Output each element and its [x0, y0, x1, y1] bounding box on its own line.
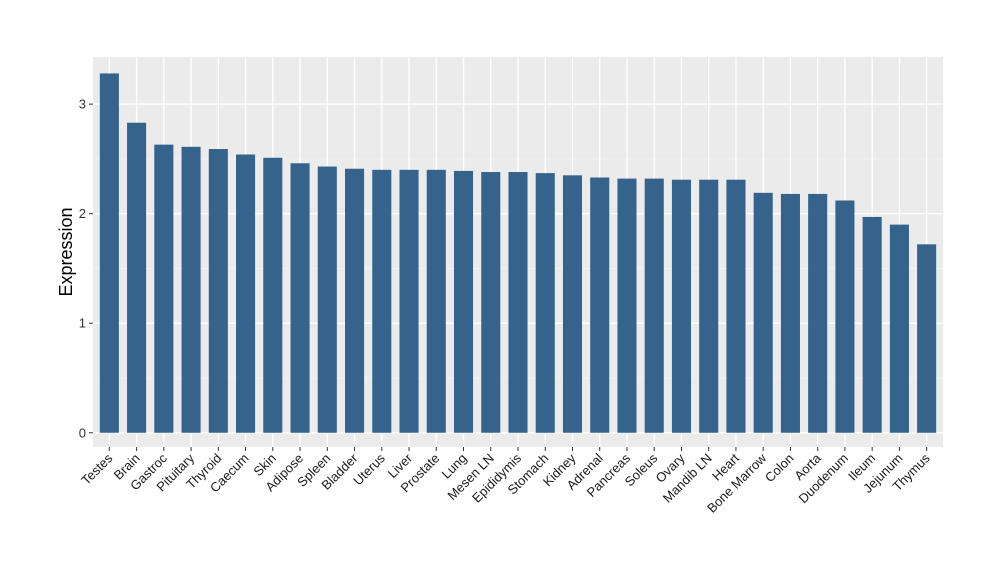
- bar-gastroc: [154, 144, 174, 433]
- bar-prostate: [426, 169, 446, 433]
- bar-spleen: [317, 166, 337, 433]
- bar-duodenum: [835, 200, 855, 433]
- y-axis-title: Expression: [56, 207, 76, 296]
- y-tick-label: 2: [79, 206, 86, 221]
- x-tick-label: Uterus: [350, 450, 388, 488]
- bar-epididymis: [508, 172, 528, 433]
- bar-mesen-ln: [481, 172, 501, 433]
- bar-skin: [263, 157, 283, 433]
- bar-heart: [726, 179, 746, 433]
- bar-ileum: [862, 216, 882, 433]
- y-tick-label: 3: [79, 97, 86, 112]
- bar-brain: [127, 122, 147, 433]
- y-axis: 0 1 2 3: [79, 97, 93, 440]
- x-tick-label: Testes: [78, 450, 116, 488]
- y-tick-label: 1: [79, 316, 86, 331]
- bar-lung: [453, 170, 474, 433]
- bar-adrenal: [590, 177, 610, 433]
- bar-colon: [780, 193, 800, 433]
- bar-ovary: [671, 179, 691, 433]
- bar-jejunum: [889, 224, 909, 433]
- bar-mandib-ln: [699, 179, 719, 433]
- bar-pituitary: [181, 146, 201, 433]
- bar-caecum: [236, 154, 256, 433]
- x-tick-label: Colon: [762, 451, 797, 486]
- bar-uterus: [372, 169, 392, 433]
- bar-pancreas: [617, 178, 637, 433]
- bar-bladder: [345, 168, 365, 433]
- bar-bone-marrow: [753, 192, 773, 433]
- bar-soleus: [644, 178, 664, 433]
- bar-aorta: [808, 193, 828, 433]
- bars: [99, 73, 937, 433]
- bar-testes: [99, 73, 119, 433]
- bar-liver: [399, 169, 419, 433]
- bar-adipose: [290, 163, 310, 433]
- bar-kidney: [562, 175, 583, 433]
- bar-thyroid: [208, 149, 228, 433]
- x-axis: TestesBrainGastrocPituitaryThyroidCaecum…: [78, 447, 933, 516]
- y-tick-label: 0: [79, 425, 86, 440]
- bar-stomach: [535, 173, 555, 433]
- bar-thymus: [917, 244, 937, 433]
